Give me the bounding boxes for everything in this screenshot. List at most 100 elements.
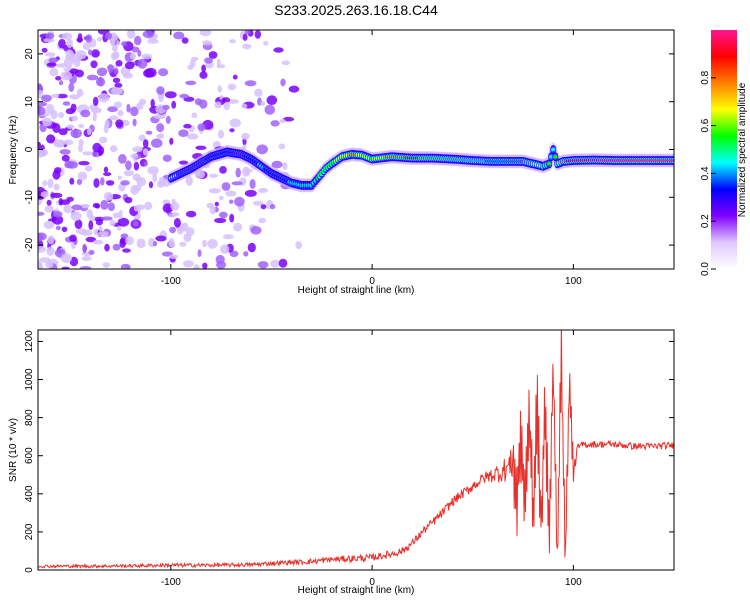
spectrogram-noise-blob (52, 211, 63, 218)
spectrogram-noise-blob (135, 176, 143, 182)
spectrogram-noise (38, 30, 303, 269)
spectrogram-noise-blob (115, 60, 123, 67)
spectrogram-noise-blob (43, 220, 55, 229)
spectrogram-noise-blob (86, 128, 92, 136)
spectrogram-noise-blob (107, 64, 114, 73)
spectrogram-noise-blob (156, 123, 165, 133)
spectrogram-ridge-core (549, 155, 554, 159)
spectrogram-noise-blob (165, 115, 171, 124)
spectrogram-noise-blob (44, 52, 56, 57)
spectrogram-noise-blob (143, 161, 148, 167)
spectrogram-noise-blob (63, 204, 72, 214)
spectrogram-noise-blob (41, 47, 48, 53)
spectrogram-noise-blob (76, 178, 83, 185)
spectrogram-noise-blob (46, 134, 56, 144)
spectrogram-noise-blob (38, 148, 49, 157)
spectrogram-noise-blob (109, 115, 119, 121)
x-tick-label: 100 (565, 276, 582, 287)
spectrogram-noise-blob (234, 196, 245, 207)
spectrogram-noise-blob (132, 146, 144, 153)
spectrogram-noise-blob (179, 93, 189, 99)
spectrogram-noise-blob (38, 106, 46, 116)
spectrogram-noise-blob (199, 30, 212, 37)
y-tick-label: -10 (24, 190, 35, 205)
spectrogram-noise-blob (107, 202, 115, 212)
snr-panel: -100 0 100 0 200 400 600 800 1000 1200 Height of… (8, 329, 675, 596)
spectrogram-noise-blob (132, 220, 139, 227)
spectrogram-noise-blob (148, 181, 154, 189)
spectrogram-noise-blob (254, 88, 263, 97)
spectrogram-ridge (166, 142, 674, 193)
spectrogram-noise-blob (215, 254, 225, 265)
spectrogram-noise-blob (114, 101, 122, 109)
spectrogram-noise-blob (38, 260, 43, 269)
spectrogram-noise-blob (97, 231, 109, 238)
spectrogram-noise-blob (142, 30, 155, 38)
spectrogram-noise-blob (204, 57, 213, 64)
spectrogram-noise-blob (66, 39, 73, 48)
spectrogram-ridge-core (553, 155, 558, 159)
spectrogram-noise-blob (79, 266, 92, 269)
spectrogram-noise-blob (179, 241, 187, 247)
x-tick-label: -100 (161, 577, 181, 588)
spectrogram-noise-blob (278, 143, 286, 150)
spectrogram-noise-blob (247, 242, 256, 253)
spectrogram-noise-blob (229, 118, 241, 128)
spectrogram-noise-blob (103, 172, 112, 177)
spectrogram-noise-blob (120, 180, 130, 186)
spectrogram-noise-blob (76, 37, 83, 43)
spectrogram-noise-blob (82, 243, 87, 254)
spectrogram-noise-blob (61, 226, 68, 232)
spectrogram-noise-blob (214, 217, 227, 224)
spectrogram-noise-blob (99, 136, 108, 144)
colorbar-tick-label: 0.4 (700, 166, 711, 180)
spectrogram-noise-blob (138, 134, 146, 142)
spectrogram-noise-blob (219, 195, 224, 201)
spectrogram-ridge-core (547, 162, 552, 166)
spectrogram-noise-blob (153, 114, 165, 119)
spectrogram-noise-blob (61, 32, 73, 40)
spectrogram-noise-blob (169, 226, 177, 234)
spectrogram-noise-blob (111, 45, 118, 52)
spectrogram-noise-blob (254, 30, 261, 39)
colorbar-tick-label: 0.8 (700, 70, 711, 84)
spectrogram-noise-blob (92, 96, 99, 106)
spectrogram-noise-blob (91, 49, 100, 58)
spectrogram-noise-blob (53, 183, 60, 191)
spectrogram-noise-blob (218, 211, 228, 219)
spectrogram-noise-blob (38, 83, 42, 92)
spectrogram-noise-blob (50, 192, 63, 198)
spectrogram-noise-blob (225, 190, 237, 197)
spectrogram-noise-blob (208, 51, 218, 59)
spectrogram-noise-blob (282, 116, 295, 122)
spectrogram-noise-blob (190, 56, 199, 62)
spectrogram-noise-blob (183, 123, 192, 129)
snr-background (38, 330, 674, 570)
spectrogram-noise-blob (47, 178, 54, 189)
spectrogram-noise-blob (197, 249, 202, 257)
spectrogram-noise-blob (185, 80, 197, 86)
y-tick-label: 800 (24, 409, 35, 426)
spectrogram-noise-blob (129, 53, 136, 59)
spectrogram-noise-blob (124, 196, 133, 204)
spectrogram-noise-blob (199, 99, 208, 109)
spectrogram-noise-blob (282, 162, 288, 171)
spectrogram-noise-blob (119, 238, 126, 249)
snr-x-axis-label: Height of straight line (km) (298, 585, 415, 596)
spectrogram-noise-blob (134, 35, 142, 46)
spectrogram-noise-blob (55, 76, 62, 81)
spectrogram-noise-blob (171, 100, 177, 109)
spectrogram-noise-blob (73, 128, 78, 138)
spectrogram-noise-blob (264, 104, 276, 115)
spectrogram-noise-blob (168, 254, 179, 259)
spectrogram-noise-blob (123, 170, 134, 177)
spectrogram-noise-blob (78, 161, 90, 166)
spectrogram-noise-blob (102, 262, 111, 268)
snr-series-line (38, 330, 674, 570)
spectrogram-noise-blob (260, 101, 266, 106)
spectrogram-noise-blob (130, 153, 139, 159)
spectrogram-noise-blob (80, 229, 93, 236)
spectrogram-noise-blob (124, 61, 135, 70)
spectrogram-noise-blob (249, 179, 256, 189)
